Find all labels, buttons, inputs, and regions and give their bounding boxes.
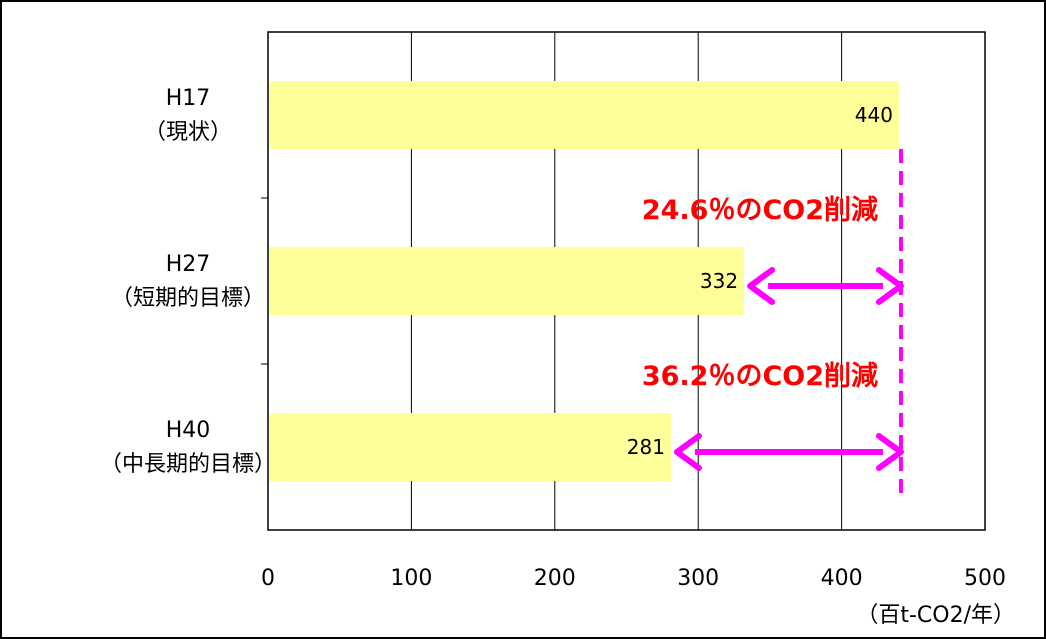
reduction-arrow-head-left-0 (747, 267, 776, 305)
x-tick-label-300: 300 (677, 566, 719, 591)
plot-frame (267, 31, 986, 531)
x-tick-label-200: 200 (534, 566, 576, 591)
value-label-1: 332 (700, 269, 738, 293)
category-label-0-line-1: （現状） (144, 120, 232, 145)
value-label-2: 281 (627, 435, 665, 459)
reduction-arrow-head-left-1 (673, 433, 702, 471)
x-tick-label-0: 0 (261, 566, 275, 591)
bar-0 (269, 81, 899, 149)
value-label-0: 440 (855, 103, 893, 127)
x-tick-label-400: 400 (821, 566, 863, 591)
annotations: 24.6％のCO2削減 36.2％のCO2削減 (642, 149, 904, 495)
bars: 440 332 281 (269, 81, 899, 481)
reduction-annotation-1: 36.2％のCO2削減 (642, 361, 878, 392)
x-tick-label-100: 100 (390, 566, 432, 591)
category-label-1-line-0: H27 (166, 252, 211, 277)
x-axis-unit-label: （百t-CO2/年） (856, 603, 1015, 628)
reduction-arrow-head-right-1 (875, 433, 904, 471)
bar-1 (269, 247, 745, 315)
category-label-0-line-0: H17 (166, 86, 211, 111)
bar-2 (269, 413, 671, 481)
category-label-2-line-1: （中長期的目標） (100, 452, 276, 477)
reduction-arrow-head-right-0 (875, 267, 904, 305)
axes: H17 （現状） H27 （短期的目標） H40 （中長期的目標） 0 100 200 300 40… (100, 31, 1006, 591)
category-label-2-line-0: H40 (166, 418, 211, 443)
reduction-annotation-0: 24.6％のCO2削減 (642, 195, 878, 226)
category-label-1-line-1: （短期的目標） (111, 286, 265, 311)
x-tick-label-500: 500 (964, 566, 1006, 591)
